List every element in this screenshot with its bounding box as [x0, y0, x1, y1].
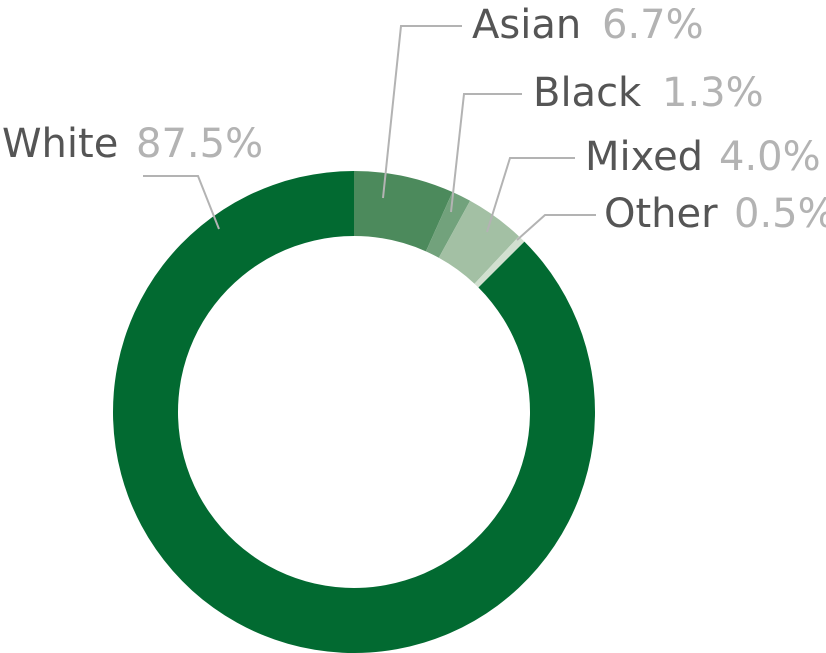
- label-other: Other 0.5%: [604, 191, 826, 237]
- leader-line-asian: [382, 25, 462, 199]
- donut-slice-black: [425, 192, 471, 258]
- donut-slice-mixed: [438, 200, 519, 284]
- label-mixed-value: 4.0%: [719, 134, 821, 180]
- label-black: Black 1.3%: [533, 70, 764, 116]
- donut-slice-other: [474, 236, 525, 288]
- leader-line-mixed: [486, 157, 575, 233]
- label-black-name: Black: [533, 70, 642, 116]
- label-asian-value: 6.7%: [602, 2, 704, 48]
- donut-slice-white: [113, 171, 595, 653]
- label-other-name: Other: [604, 191, 718, 237]
- label-white-name: White: [2, 121, 118, 167]
- label-white: White 87.5%: [2, 121, 263, 167]
- label-other-value: 0.5%: [734, 191, 826, 237]
- donut-slice-asian: [354, 171, 453, 252]
- donut-slices: [113, 171, 595, 653]
- label-asian: Asian 6.7%: [472, 2, 704, 48]
- label-white-value: 87.5%: [136, 121, 263, 167]
- leader-line-other: [516, 214, 596, 241]
- leader-line-black: [450, 93, 522, 213]
- label-asian-name: Asian: [472, 2, 581, 48]
- label-mixed-name: Mixed: [585, 134, 703, 180]
- label-mixed: Mixed 4.0%: [585, 134, 821, 180]
- label-black-value: 1.3%: [662, 70, 764, 116]
- leader-line-white: [143, 175, 220, 230]
